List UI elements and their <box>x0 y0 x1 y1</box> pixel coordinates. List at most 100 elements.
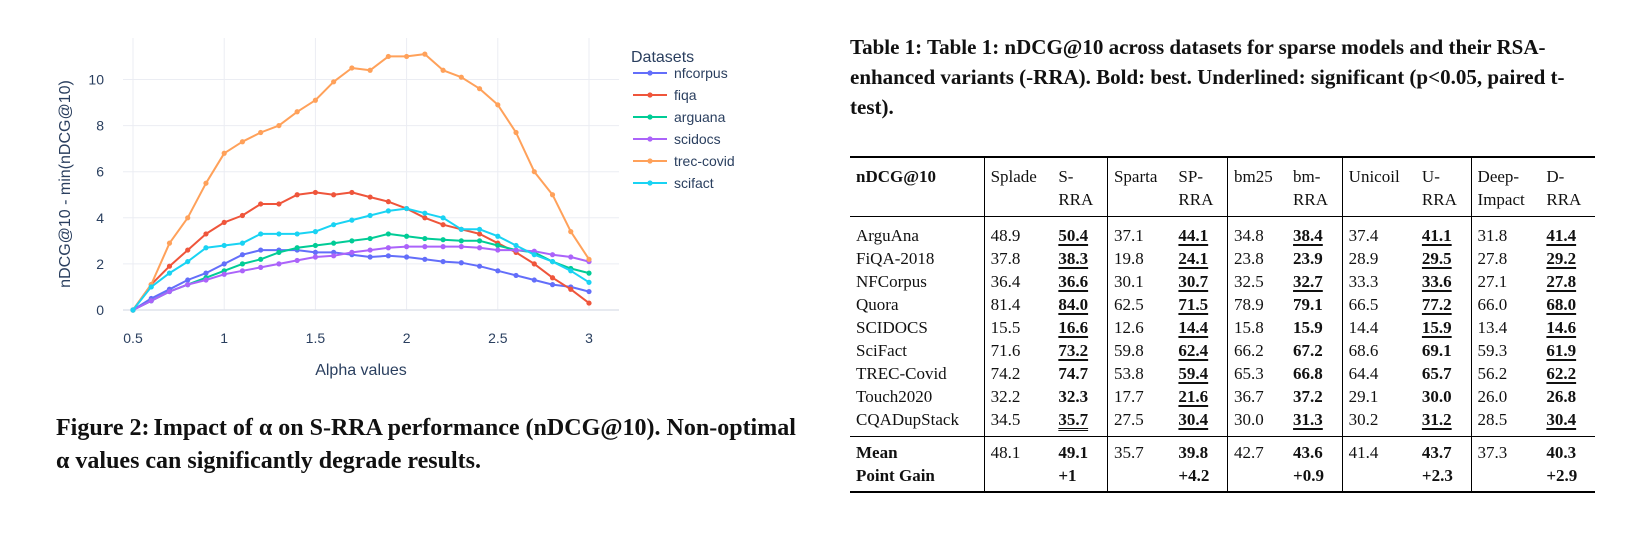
point-scifact <box>349 217 355 223</box>
point-trec-covid <box>385 53 391 60</box>
point-scifact <box>185 258 191 265</box>
table-cell: 62.2 <box>1540 362 1595 385</box>
cell-value: 15.9 <box>1293 318 1323 337</box>
table-row: NFCorpus 36.4 36.6 30.1 30.7 32.5 32.7 33.3 33.6… <box>850 270 1595 293</box>
point-trec-covid <box>349 65 355 71</box>
column-header-line2: RRA <box>1058 190 1094 209</box>
point-nfcorpus <box>495 268 501 274</box>
point-scifact <box>367 212 373 219</box>
column-header-line2 <box>856 188 978 211</box>
table-cell: 41.4 <box>1342 437 1416 465</box>
table-cell: 30.2 <box>1342 408 1416 437</box>
x-tick-label: 1.5 <box>306 330 326 346</box>
point-trec-covid <box>276 122 282 129</box>
figure-caption-label: Figure 2: <box>56 415 150 441</box>
cell-value: 53.8 <box>1113 364 1144 383</box>
point-nfcorpus <box>531 277 537 283</box>
table-cell: 68.6 <box>1342 339 1416 362</box>
cell-value: 64.4 <box>1348 364 1379 383</box>
table-cell: 79.1 <box>1287 293 1343 316</box>
legend-item-scifact: scifact <box>633 175 714 191</box>
table-cell: 37.1 <box>1107 217 1172 248</box>
figure-caption-text: Impact of α on S-RRA performance (nDCG@1… <box>56 415 796 474</box>
table-cell: 35.7 <box>1107 437 1172 465</box>
column-header-line2 <box>991 188 1047 211</box>
table-cell: 43.7 <box>1415 436 1472 464</box>
cell-value: 33.6 <box>1421 272 1452 291</box>
table-cell: 48.9 <box>984 217 1052 248</box>
table-header-row: nDCG@10 Splade S- RRA Sparta SP- RRA bm25 bm… <box>850 157 1595 217</box>
point-fiqa <box>531 261 537 267</box>
cell-value: 62.2 <box>1546 364 1577 383</box>
cell-value: 71.5 <box>1178 295 1209 314</box>
legend-label: fiqa <box>674 87 697 103</box>
table-cell <box>984 464 1052 492</box>
cell-value: 15.8 <box>1234 318 1264 337</box>
cell-value: 37.3 <box>1477 443 1508 462</box>
point-arguana <box>404 233 410 239</box>
point-fiqa <box>476 231 483 237</box>
cell-value: 62.5 <box>1113 295 1144 314</box>
point-trec-covid <box>221 150 227 156</box>
point-fiqa <box>440 222 446 228</box>
cell-value: 13.4 <box>1477 318 1508 337</box>
cell-value: 79.1 <box>1293 295 1323 314</box>
point-scidocs <box>312 254 318 260</box>
table-cell: 64.4 <box>1342 362 1416 385</box>
table-cell: 59.4 <box>1172 362 1229 385</box>
table-cell: +1 <box>1052 464 1108 492</box>
table-cell: 41.4 <box>1540 217 1595 248</box>
cell-value: 48.1 <box>990 443 1021 462</box>
point-scifact <box>166 270 173 276</box>
cell-value: 74.2 <box>990 364 1021 383</box>
point-trec-covid <box>294 109 300 115</box>
cell-value: 29.1 <box>1348 387 1379 406</box>
table-cell: 29.1 <box>1342 385 1416 408</box>
cell-value: +4.2 <box>1178 466 1210 485</box>
point-scidocs <box>404 244 410 250</box>
cell-value: 69.1 <box>1421 341 1452 360</box>
column-header-line2: RRA <box>1293 190 1329 209</box>
table-cell: 49.1 <box>1052 436 1108 464</box>
point-nfcorpus <box>312 249 318 255</box>
cell-value: 78.9 <box>1234 295 1264 314</box>
cell-value: 30.4 <box>1178 410 1209 429</box>
point-scidocs <box>349 249 355 255</box>
table-row: SCIDOCS 15.5 16.6 12.6 14.4 15.8 15.9 14.4 15.9 1… <box>850 316 1595 339</box>
table-cell: 65.3 <box>1228 362 1288 385</box>
legend-marker <box>647 136 653 142</box>
table-cell: 62.5 <box>1107 293 1172 316</box>
column-header: D- RRA <box>1540 157 1595 217</box>
column-header-line2 <box>1349 188 1410 211</box>
column-header: Unicoil <box>1342 157 1416 217</box>
x-tick-label: 2.5 <box>488 330 508 346</box>
cell-value: 59.3 <box>1477 341 1508 360</box>
cell-value: 68.0 <box>1546 295 1577 314</box>
cell-value: 41.4 <box>1348 443 1379 462</box>
row-label: Quora <box>850 293 985 316</box>
point-nfcorpus <box>404 254 410 260</box>
table-cell: 27.8 <box>1471 247 1540 270</box>
cell-value: 30.4 <box>1546 410 1577 429</box>
cell-value: 35.7 <box>1058 410 1089 429</box>
point-scifact <box>276 231 282 237</box>
cell-value: 26.0 <box>1477 387 1508 406</box>
cell-value: 35.7 <box>1113 443 1144 462</box>
column-header-line2 <box>1234 188 1281 211</box>
cell-value: 42.7 <box>1234 443 1264 462</box>
point-fiqa <box>586 300 592 306</box>
table-cell: 28.5 <box>1471 408 1540 437</box>
point-scidocs <box>568 254 574 260</box>
table-cell: 36.4 <box>984 270 1052 293</box>
cell-value: +1 <box>1058 466 1077 485</box>
table-cell <box>1342 464 1416 492</box>
table-cell: 37.8 <box>984 247 1052 270</box>
cell-value: 36.4 <box>990 272 1021 291</box>
y-tick-label: 10 <box>88 71 104 87</box>
table-cell: 44.1 <box>1172 216 1229 247</box>
series-arguana <box>130 231 592 313</box>
point-fiqa <box>331 192 337 198</box>
point-trec-covid <box>458 74 464 80</box>
point-scidocs <box>385 245 391 251</box>
point-arguana <box>458 238 464 244</box>
